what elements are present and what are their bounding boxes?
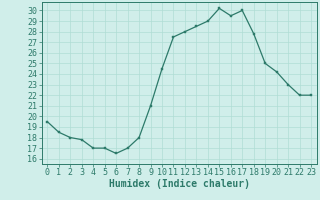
X-axis label: Humidex (Indice chaleur): Humidex (Indice chaleur) <box>109 179 250 189</box>
